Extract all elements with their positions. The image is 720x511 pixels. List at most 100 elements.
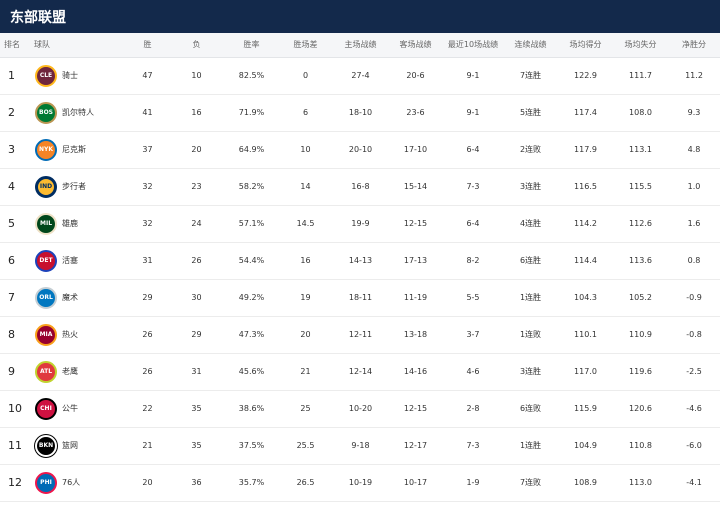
heat-logo[interactable]: MIA — [35, 323, 57, 346]
conference-header: 东部联盟 — [0, 0, 720, 33]
table-row[interactable]: 1 CLE 骑士 47 10 82.5% 0 27-4 20-6 9-1 7连胜 122.9 111.7… — [0, 57, 720, 94]
table-row[interactable]: 7 ORL 魔术 29 30 49.2% 19 18-11 11-19 5-5 1连胜 104.3 10… — [0, 279, 720, 316]
last10-cell: 3-7 — [466, 330, 480, 339]
logo-cell: BKN — [30, 427, 62, 464]
gb-cell: 19 — [300, 293, 311, 302]
table-row[interactable]: 12 PHI 76人 20 36 35.7% 26.5 10-19 10-17 1-9 7连败 108… — [0, 464, 720, 501]
logo-cell: ATL — [30, 353, 62, 390]
away-cell: 20-6 — [406, 71, 425, 80]
bucks-logo[interactable]: MIL — [35, 212, 57, 235]
col-header-team[interactable]: 球队 — [30, 33, 127, 58]
pct-cell: 35.7% — [238, 478, 265, 487]
diff-cell: -6.0 — [686, 441, 702, 450]
team-name-link[interactable]: 雄鹿 — [62, 219, 78, 228]
team-name-link[interactable]: 步行者 — [62, 182, 86, 191]
last10-cell: 7-3 — [466, 441, 480, 450]
team-name-link[interactable]: 篮网 — [62, 441, 78, 450]
col-header-streak[interactable]: 连续战绩 — [503, 33, 558, 58]
table-row[interactable]: 11 BKN 篮网 21 35 37.5% 25.5 9-18 12-17 7-3 1连胜 104.9… — [0, 427, 720, 464]
gb-cell: 14 — [300, 182, 311, 191]
losses-cell: 26 — [191, 256, 202, 265]
ppg-cell: 104.9 — [574, 441, 597, 450]
table-row[interactable]: 9 ATL 老鹰 26 31 45.6% 21 12-14 14-16 4-6 3连胜 117.0 11… — [0, 353, 720, 390]
col-header-gb[interactable]: 胜场差 — [278, 33, 333, 58]
gb-cell: 25.5 — [296, 441, 315, 450]
col-header-diff[interactable]: 净胜分 — [668, 33, 720, 58]
streak-cell: 1连胜 — [519, 441, 542, 450]
celtics-logo[interactable]: BOS — [35, 101, 57, 124]
team-name-link[interactable]: 老鹰 — [62, 367, 78, 376]
home-cell: 20-10 — [348, 145, 373, 154]
diff-cell: -4.6 — [686, 404, 702, 413]
last10-cell: 8-2 — [466, 256, 480, 265]
ppg-cell: 114.2 — [574, 219, 597, 228]
magic-logo[interactable]: ORL — [35, 286, 57, 309]
opp-cell: 111.7 — [629, 71, 652, 80]
hawks-logo[interactable]: ATL — [35, 360, 57, 383]
col-header-wins[interactable]: 胜 — [127, 33, 168, 58]
col-header-rank[interactable]: 排名 — [0, 33, 30, 58]
table-row[interactable]: 3 NYK 尼克斯 37 20 64.9% 10 20-10 17-10 6-4 2连败 117.9 1… — [0, 131, 720, 168]
team-name-link[interactable]: 公牛 — [62, 404, 78, 413]
team-name-link[interactable]: 76人 — [62, 478, 81, 487]
wins-cell: 41 — [142, 108, 153, 117]
table-row[interactable]: 4 IND 步行者 32 23 58.2% 14 16-8 15-14 7-3 3连胜 116.5 11… — [0, 168, 720, 205]
col-header-away[interactable]: 客场战绩 — [388, 33, 443, 58]
diff-cell: -2.5 — [686, 367, 702, 376]
table-row[interactable]: 5 MIL 雄鹿 32 24 57.1% 14.5 19-9 12-15 6-4 4连胜 114.2 1… — [0, 205, 720, 242]
ppg-cell: 104.3 — [574, 293, 597, 302]
team-name-link[interactable]: 尼克斯 — [62, 145, 86, 154]
cavaliers-logo[interactable]: CLE — [35, 64, 57, 87]
table-row[interactable]: 6 DET 活塞 31 26 54.4% 16 14-13 17-13 8-2 6连胜 114.4 11… — [0, 242, 720, 279]
table-row[interactable]: 10 CHI 公牛 22 35 38.6% 25 10-20 12-15 2-8 6连败 115.9 1… — [0, 390, 720, 427]
knicks-logo[interactable]: NYK — [35, 138, 57, 161]
home-cell: 10-19 — [348, 478, 373, 487]
table-row[interactable]: 2 BOS 凯尔特人 41 16 71.9% 6 18-10 23-6 9-1 5连胜 117.4 10… — [0, 94, 720, 131]
ppg-cell: 114.4 — [574, 256, 597, 265]
losses-cell: 23 — [191, 182, 202, 191]
diff-cell: -4.1 — [686, 478, 702, 487]
team-name-link[interactable]: 凯尔特人 — [62, 108, 94, 117]
table-row[interactable]: 8 MIA 热火 26 29 47.3% 20 12-11 13-18 3-7 1连败 110.1 11… — [0, 316, 720, 353]
logo-cell: DET — [30, 242, 62, 279]
wins-cell: 22 — [142, 404, 153, 413]
pct-cell: 38.6% — [238, 404, 265, 413]
team-name-link[interactable]: 活塞 — [62, 256, 78, 265]
pct-cell: 37.5% — [238, 441, 265, 450]
nets-logo[interactable]: BKN — [35, 434, 57, 457]
away-cell: 13-18 — [403, 330, 428, 339]
losses-cell: 35 — [191, 404, 202, 413]
pct-cell: 64.9% — [238, 145, 265, 154]
home-cell: 12-14 — [348, 367, 373, 376]
pistons-logo[interactable]: DET — [35, 249, 57, 272]
losses-cell: 24 — [191, 219, 202, 228]
76ers-logo[interactable]: PHI — [35, 471, 57, 494]
team-name-link[interactable]: 骑士 — [62, 71, 78, 80]
wins-cell: 26 — [142, 367, 153, 376]
col-header-home[interactable]: 主场战绩 — [333, 33, 388, 58]
logo-cell: ORL — [30, 279, 62, 316]
wins-cell: 20 — [142, 478, 153, 487]
col-header-pct[interactable]: 胜率 — [225, 33, 278, 58]
streak-cell: 5连胜 — [519, 108, 542, 117]
rank-cell: 2 — [8, 106, 15, 119]
wins-cell: 31 — [142, 256, 153, 265]
gb-cell: 10 — [300, 145, 311, 154]
away-cell: 23-6 — [406, 108, 425, 117]
col-header-opp[interactable]: 场均失分 — [613, 33, 668, 58]
rank-cell: 9 — [8, 365, 15, 378]
col-header-losses[interactable]: 负 — [168, 33, 225, 58]
col-header-last10[interactable]: 最近10场战绩 — [443, 33, 503, 58]
away-cell: 11-19 — [403, 293, 428, 302]
team-name-link[interactable]: 热火 — [62, 330, 78, 339]
logo-cell: CHI — [30, 390, 62, 427]
team-name-link[interactable]: 魔术 — [62, 293, 78, 302]
opp-cell: 110.8 — [629, 441, 652, 450]
pacers-logo[interactable]: IND — [35, 175, 57, 198]
col-header-ppg[interactable]: 场均得分 — [558, 33, 613, 58]
diff-cell: -0.9 — [686, 293, 702, 302]
bulls-logo[interactable]: CHI — [35, 397, 57, 420]
losses-cell: 10 — [191, 71, 202, 80]
gb-cell: 14.5 — [296, 219, 315, 228]
ppg-cell: 116.5 — [574, 182, 597, 191]
